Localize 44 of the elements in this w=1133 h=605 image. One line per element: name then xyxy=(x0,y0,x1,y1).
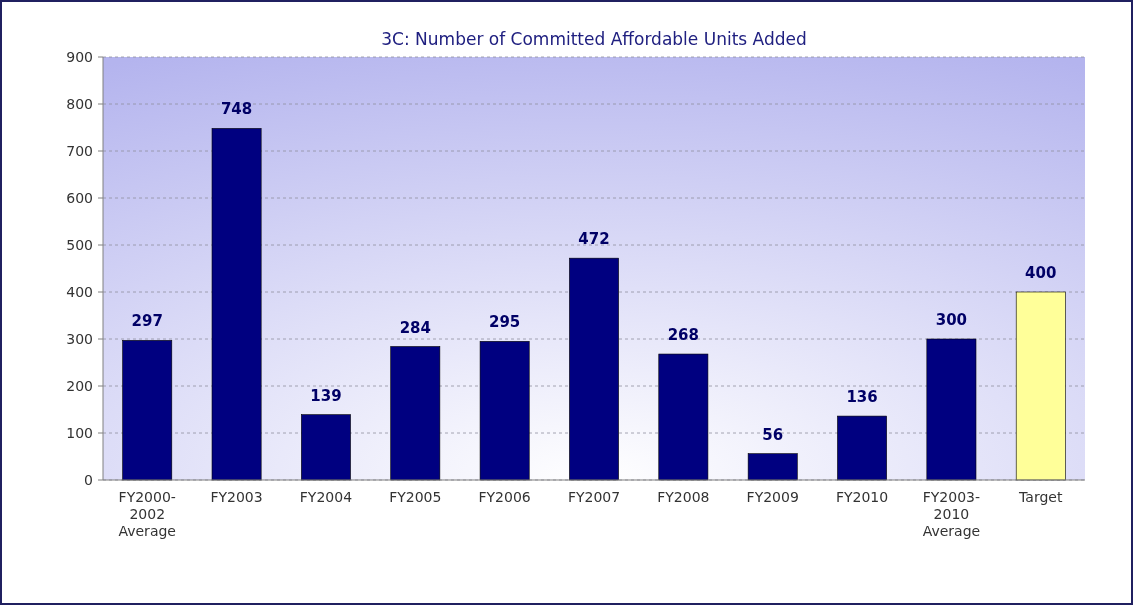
data-label: 472 xyxy=(578,230,610,249)
x-tick-label: FY2008 xyxy=(657,489,710,505)
y-tick-label: 400 xyxy=(66,283,93,300)
x-tick-label: FY2004 xyxy=(299,489,353,505)
bar xyxy=(211,128,262,481)
data-label: 56 xyxy=(762,425,784,444)
bar xyxy=(837,415,887,481)
data-label: 136 xyxy=(846,388,878,407)
bar xyxy=(747,453,798,481)
y-tick-label: 800 xyxy=(66,95,93,112)
x-tick-label: FY2000-2002 Average xyxy=(118,489,176,539)
y-tick-label: 200 xyxy=(66,377,93,394)
y-tick-label: 900 xyxy=(66,48,93,65)
x-tick-label: FY2003 xyxy=(210,489,263,505)
data-label: 300 xyxy=(935,311,968,329)
y-tick-label: 0 xyxy=(84,471,93,488)
data-label: 297 xyxy=(131,312,163,331)
data-label: 748 xyxy=(220,100,253,119)
chart-title: 3C: Number of Committed Affordable Units Added xyxy=(381,29,807,49)
y-tick-label: 100 xyxy=(66,424,93,441)
bar xyxy=(390,346,441,481)
x-tick-label: FY2010 xyxy=(835,489,889,505)
x-tick-label: Target xyxy=(1018,489,1063,505)
bar xyxy=(122,340,173,481)
y-tick-label: 700 xyxy=(66,142,93,159)
bar xyxy=(926,338,977,481)
bar xyxy=(658,353,709,481)
y-tick-label: 300 xyxy=(66,330,93,347)
x-tick-label: FY2006 xyxy=(478,489,531,505)
x-tick-label: FY2007 xyxy=(567,489,621,505)
y-tick-label: 500 xyxy=(66,236,93,253)
x-tick-label: FY2005 xyxy=(389,489,442,505)
data-label: 295 xyxy=(488,313,521,332)
x-tick-label: FY2009 xyxy=(746,489,799,505)
bar xyxy=(569,257,619,481)
y-tick-label: 600 xyxy=(66,189,93,206)
bar xyxy=(1015,291,1066,481)
x-tick-label: FY2003-2010 Average xyxy=(922,489,981,539)
bar xyxy=(479,341,530,481)
data-label: 139 xyxy=(310,386,342,405)
data-label: 284 xyxy=(399,318,431,337)
data-label: 268 xyxy=(667,326,700,345)
data-label: 400 xyxy=(1025,264,1057,282)
bar xyxy=(301,414,351,481)
